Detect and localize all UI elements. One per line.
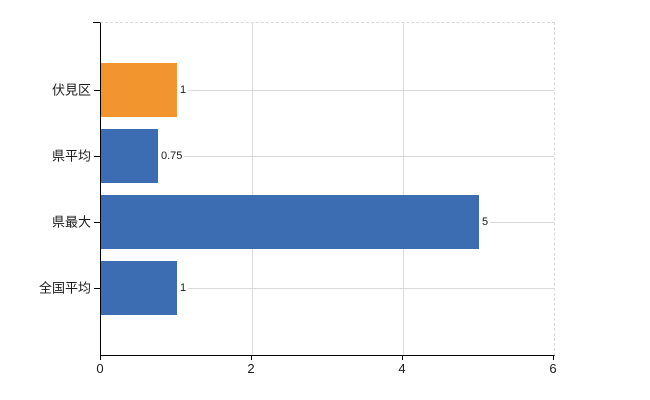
bar-0 [101,63,177,117]
value-label-row: 1 [180,281,554,295]
x-axis-tick [99,355,101,360]
y-axis-top-tick [93,22,100,23]
plot-area: 1 0.75 5 1 [94,22,555,356]
x-axis-tick [250,355,252,360]
value-label: 0.75 [161,150,183,162]
bar-1 [101,129,158,183]
category-label: 県最大 [51,214,91,230]
vertical-gridline [402,23,404,355]
bar-2 [101,195,479,249]
value-label-row: 1 [180,83,554,97]
category-label: 全国平均 [38,280,91,296]
x-axis-tick [401,355,403,360]
x-axis-tick [552,355,554,360]
y-axis-tick [94,89,101,91]
x-axis-tick-label: 6 [549,361,557,376]
value-label: 1 [180,84,187,96]
category-label: 伏見区 [51,82,91,98]
value-label-row: 0.75 [161,149,554,163]
value-leader-line [184,155,554,157]
value-leader-line [490,221,554,223]
category-label: 県平均 [51,148,91,164]
value-label: 1 [180,282,187,294]
x-axis-tick-label: 4 [398,361,406,376]
y-axis-tick [94,155,101,157]
value-label-row: 5 [482,215,554,229]
value-leader-line [188,287,554,289]
x-axis-tick-label: 2 [247,361,255,376]
value-label: 5 [482,216,489,228]
bar-3 [101,261,177,315]
vertical-gridline [251,23,253,355]
y-axis-tick [94,287,101,289]
y-axis-tick [94,221,101,223]
value-leader-line [188,89,554,91]
x-axis-tick-label: 0 [96,361,104,376]
